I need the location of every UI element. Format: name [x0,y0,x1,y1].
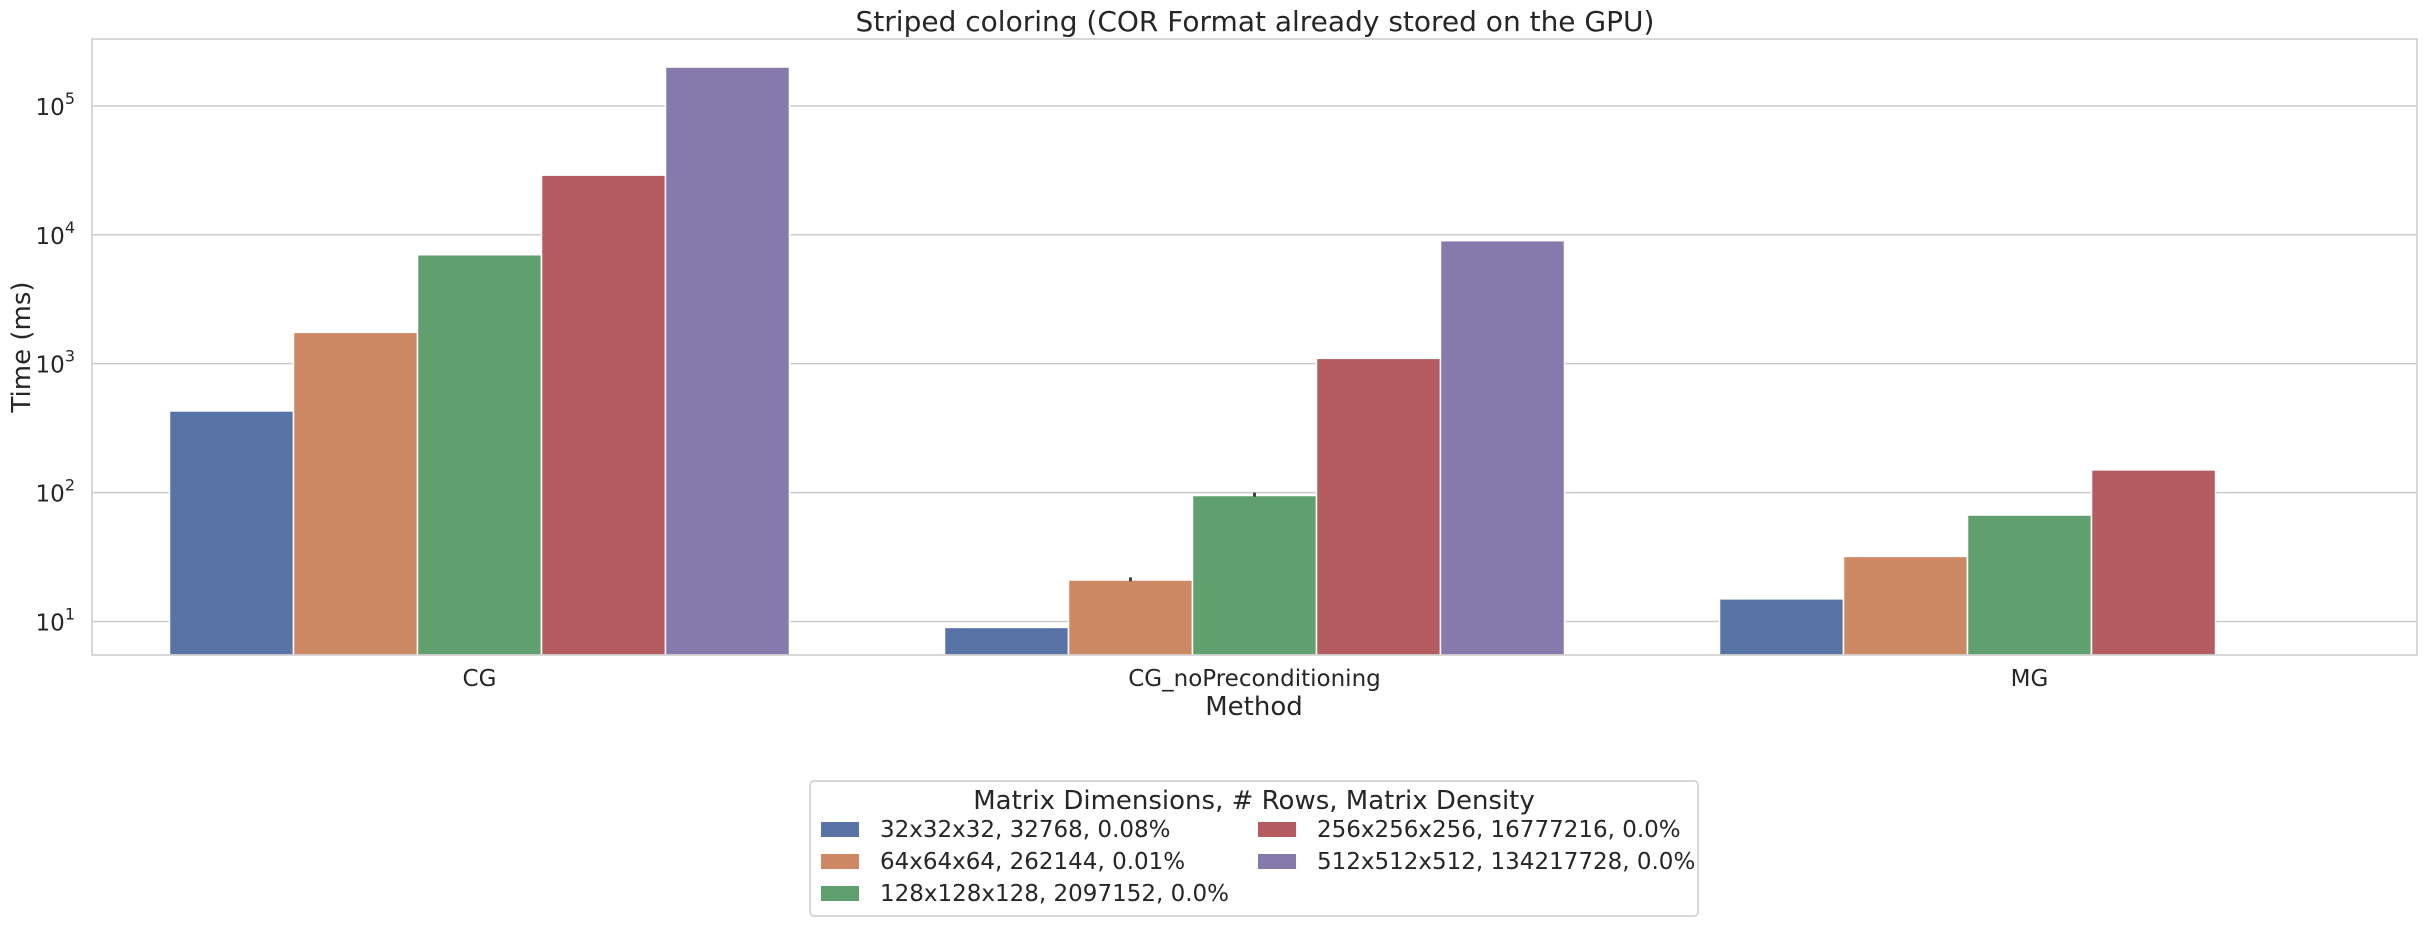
y-tick-base: 10 [36,224,65,250]
legend-frame [809,780,1699,917]
legend: Matrix Dimensions, # Rows, Matrix Densit… [809,780,1699,917]
y-tick-base: 10 [36,95,65,121]
y-tick-exponent: 3 [65,347,75,366]
legend-label: 32x32x32, 32768, 0.08% [880,817,1171,843]
legend-swatch [821,854,859,869]
error-bars [1129,492,1256,582]
legend-label: 64x64x64, 262144, 0.01% [880,849,1185,875]
legend-swatch [821,822,859,837]
chart-title: Striped coloring (COR Format already sto… [856,5,1655,38]
x-tick-label: MG [2011,666,2049,692]
y-tick-label: 105 [36,89,75,121]
y-tick-base: 10 [36,482,65,508]
y-tick-label: 102 [36,476,75,508]
bar [1966,514,2093,656]
bars [168,66,2217,656]
y-tick-base: 10 [36,611,65,637]
plot-frame [91,38,2418,656]
bar [416,253,543,656]
y-tick-label: 104 [36,218,75,250]
y-tick-exponent: 1 [65,605,75,624]
legend-item: 256x256x256, 16777216, 0.0% [1258,817,1681,843]
y-axis-label: Time (ms) [7,281,37,413]
legend-label: 512x512x512, 134217728, 0.0% [1317,849,1695,875]
legend-item: 512x512x512, 134217728, 0.0% [1258,849,1695,875]
legend-swatch [1258,854,1296,869]
legend-label: 256x256x256, 16777216, 0.0% [1317,817,1681,843]
legend-swatch [1258,822,1296,837]
y-tick-exponent: 4 [65,218,75,237]
y-tick-label: 101 [36,605,75,637]
y-tick-exponent: 2 [65,476,75,495]
bar [1315,357,1442,656]
bar [943,626,1070,656]
legend-item: 64x64x64, 262144, 0.01% [821,849,1185,875]
bar [540,174,667,656]
bar [2090,469,2217,656]
bar [1439,239,1566,656]
x-axis-label: Method [1205,692,1303,722]
x-tick-label: CG [463,666,497,692]
bar [1067,579,1194,656]
legend-swatch [821,886,859,901]
legend-item: 32x32x32, 32768, 0.08% [821,817,1171,843]
bar [1191,494,1318,656]
bar [1718,598,1845,656]
bar [168,410,295,656]
x-tick-labels: CG CG_noPreconditioning MG [463,666,2049,692]
legend-label: 128x128x128, 2097152, 0.0% [880,881,1229,907]
bar [664,66,791,656]
legend-title: Matrix Dimensions, # Rows, Matrix Densit… [973,786,1535,816]
y-tick-exponent: 5 [65,89,75,108]
legend-item: 128x128x128, 2097152, 0.0% [821,881,1229,907]
bar [292,331,419,656]
y-tick-base: 10 [36,353,65,379]
y-tick-label: 103 [36,347,75,379]
bar [1842,555,1969,656]
x-tick-label: CG_noPreconditioning [1128,666,1381,692]
